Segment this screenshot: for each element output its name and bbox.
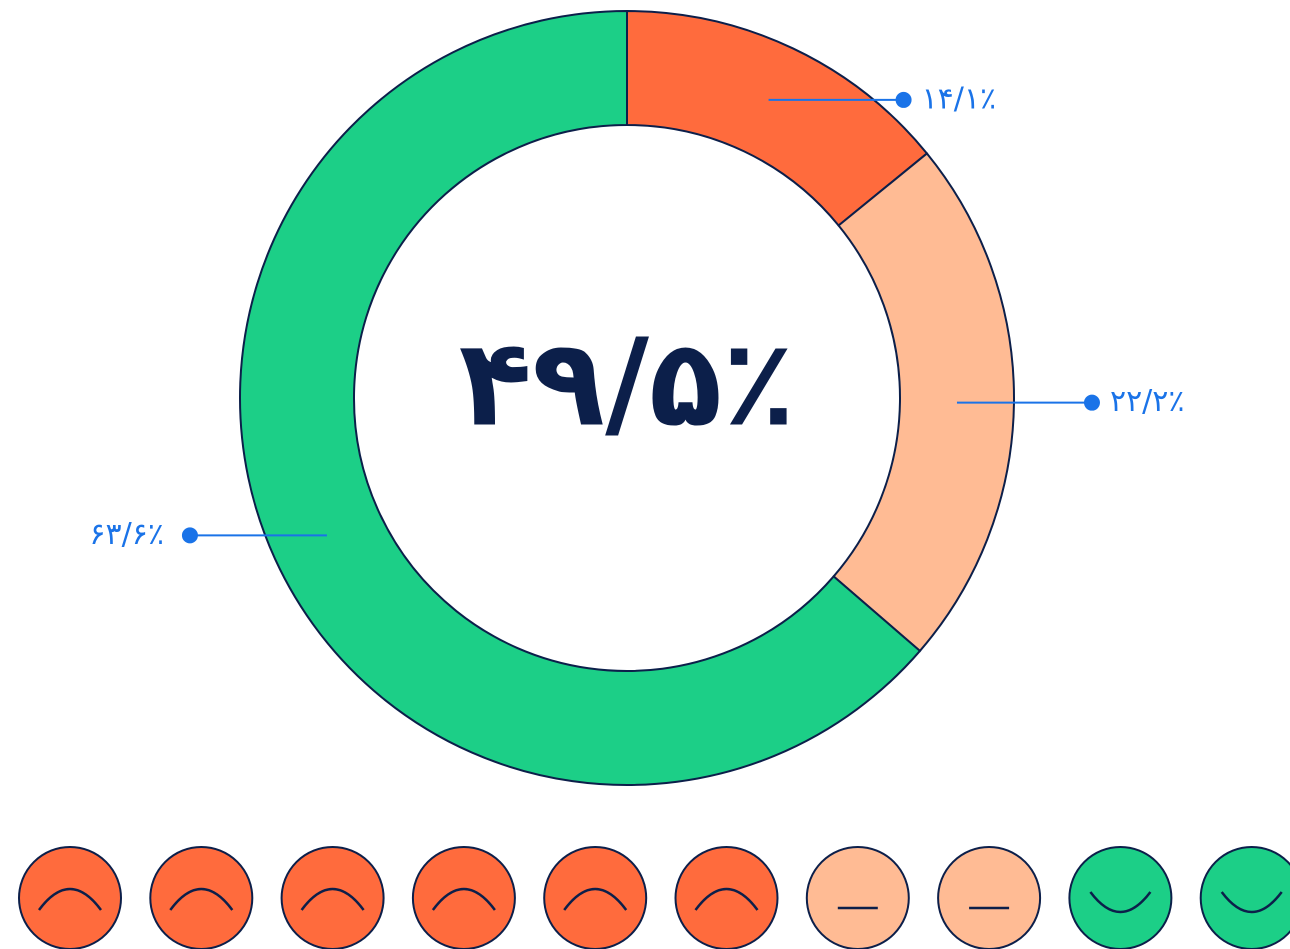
face xyxy=(18,846,122,949)
face xyxy=(411,846,516,949)
face xyxy=(543,846,648,949)
value-label: ۲۲/۲٪ xyxy=(1110,384,1185,419)
slice xyxy=(832,152,1015,653)
face xyxy=(937,846,1042,949)
face xyxy=(1199,846,1290,949)
face-mouth xyxy=(1220,891,1283,914)
leader-dot xyxy=(1083,394,1100,411)
face-mouth xyxy=(563,887,628,911)
face-mouth xyxy=(431,887,496,911)
rating-faces xyxy=(18,846,1290,949)
face xyxy=(805,846,910,949)
face-mouth xyxy=(1089,891,1152,914)
center-label: ۴۹/۵٪ xyxy=(459,315,796,454)
face-mouth xyxy=(300,887,365,911)
value-label: ۱۴/۱٪ xyxy=(922,81,997,116)
leader-dot xyxy=(181,527,198,544)
slice xyxy=(239,9,922,786)
face xyxy=(1068,846,1173,949)
face-mouth xyxy=(694,887,759,911)
donut xyxy=(239,9,1015,786)
face xyxy=(280,846,385,949)
face xyxy=(149,846,254,949)
face-mouth xyxy=(169,887,234,911)
leader-dot xyxy=(895,91,912,108)
face xyxy=(674,846,779,949)
value-label: ۶۳/۶٪ xyxy=(89,517,164,552)
face-mouth xyxy=(37,887,103,911)
